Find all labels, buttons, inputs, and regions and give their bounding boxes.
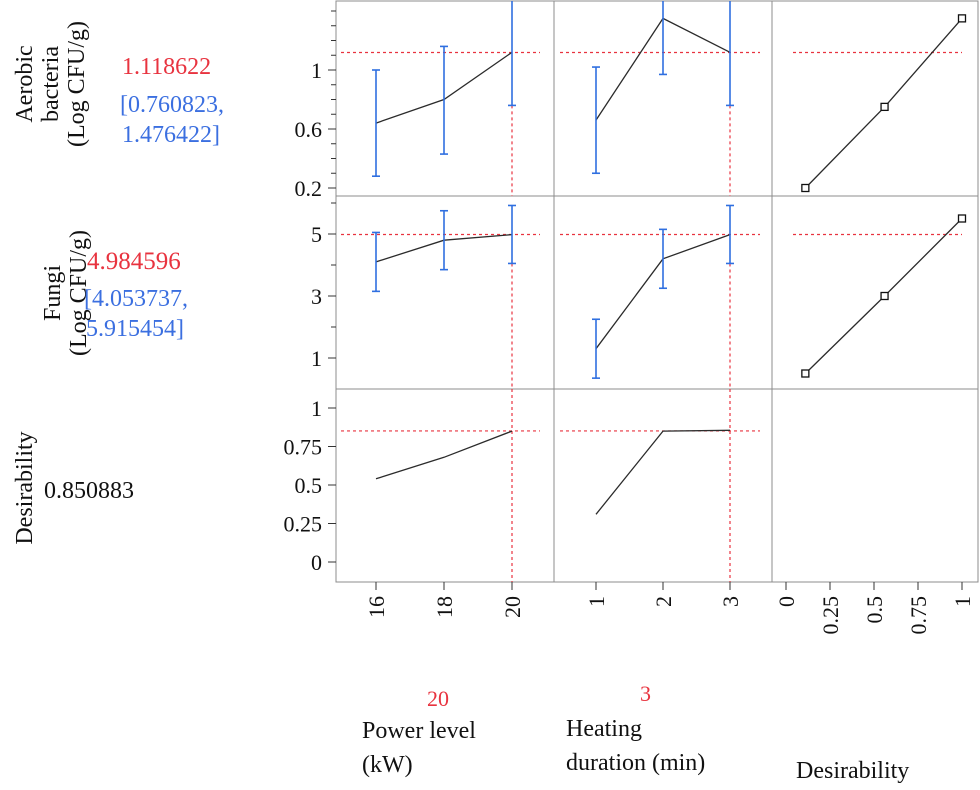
x-label-desirability-line1: Desirability: [796, 758, 910, 784]
row-label-aerobic: Aerobic bacteria (Log CFU/g): [12, 0, 90, 170]
y-tick-label-fungi-1: 3: [311, 284, 322, 309]
fungi-ci-low: [4.053737,: [84, 286, 188, 312]
point-marker-aerobic_desfunc-2: [957, 14, 967, 23]
aerobic-ci-high: 1.476422]: [122, 122, 220, 148]
y-tick-label-desir-1: 0.75: [284, 435, 323, 460]
x-label-time-line1: Heating: [566, 716, 642, 742]
x-tick-label-power-2: 20: [500, 596, 525, 618]
x-label-time-line2: duration (min): [566, 750, 706, 776]
y-tick-label-desir-3: 0.25: [284, 512, 323, 537]
x-tick-label-desirability-0: 0: [774, 596, 799, 607]
row-label-aerobic-line3: (Log CFU/g): [64, 21, 90, 147]
power-current-setting: 20: [427, 686, 449, 711]
x-label-power: Power level (kW): [362, 714, 476, 782]
y-tick-label-aerobic-0: 1: [311, 58, 322, 83]
row-label-desirability: Desirability: [12, 404, 38, 572]
y-tick-label-fungi-2: 1: [311, 346, 322, 371]
point-marker-fungi_desfunc-1: [880, 291, 889, 301]
series-line-desir_time: [595, 429, 731, 515]
point-marker-fungi_desfunc-2: [957, 214, 967, 223]
x-tick-label-time-0: 1: [584, 596, 609, 607]
y-tick-label-aerobic-2: 0.2: [295, 176, 323, 201]
x-tick-label-desirability-2: 0.5: [862, 596, 887, 624]
y-tick-label-desir-2: 0.5: [295, 473, 323, 498]
aerobic-predicted-value: 1.118622: [122, 54, 212, 80]
point-marker-aerobic_desfunc-0: [801, 183, 810, 193]
x-label-power-line1: Power level: [362, 718, 476, 744]
x-label-power-line2: (kW): [362, 752, 413, 778]
x-tick-label-desirability-1: 0.25: [818, 596, 843, 635]
y-tick-label-desir-4: 0: [311, 550, 322, 575]
row-label-fungi-line1: Fungi: [40, 265, 66, 322]
row-label-aerobic-line2: bacteria: [38, 46, 64, 122]
plot-frame: [335, 0, 979, 583]
y-tick-label-fungi-0: 5: [311, 222, 322, 247]
row-label-desirability-line1: Desirability: [12, 431, 38, 545]
x-tick-label-power-0: 16: [364, 596, 389, 618]
point-marker-aerobic_desfunc-1: [880, 102, 889, 112]
fungi-ci-high: 5.915454]: [86, 316, 184, 342]
x-label-desirability: Desirability: [796, 754, 909, 788]
series-line-desir_power: [375, 430, 513, 480]
point-marker-fungi_desfunc-0: [801, 369, 810, 378]
fungi-predicted-value: 4.984596: [87, 248, 181, 275]
x-tick-label-time-1: 2: [651, 596, 676, 607]
y-tick-label-aerobic-1: 0.6: [295, 117, 323, 142]
x-tick-label-desirability-4: 1: [950, 596, 975, 607]
time-current-setting: 3: [640, 681, 651, 706]
x-tick-label-desirability-3: 0.75: [906, 596, 931, 635]
y-tick-label-desir-0: 1: [311, 396, 322, 421]
aerobic-ci-low: [0.760823,: [120, 92, 224, 118]
row-label-aerobic-line1: Aerobic: [12, 45, 38, 123]
x-label-time: Heating duration (min): [566, 712, 705, 780]
x-tick-label-power-1: 18: [432, 596, 457, 618]
desirability-value: 0.850883: [44, 478, 134, 504]
x-tick-label-time-2: 3: [718, 596, 743, 607]
